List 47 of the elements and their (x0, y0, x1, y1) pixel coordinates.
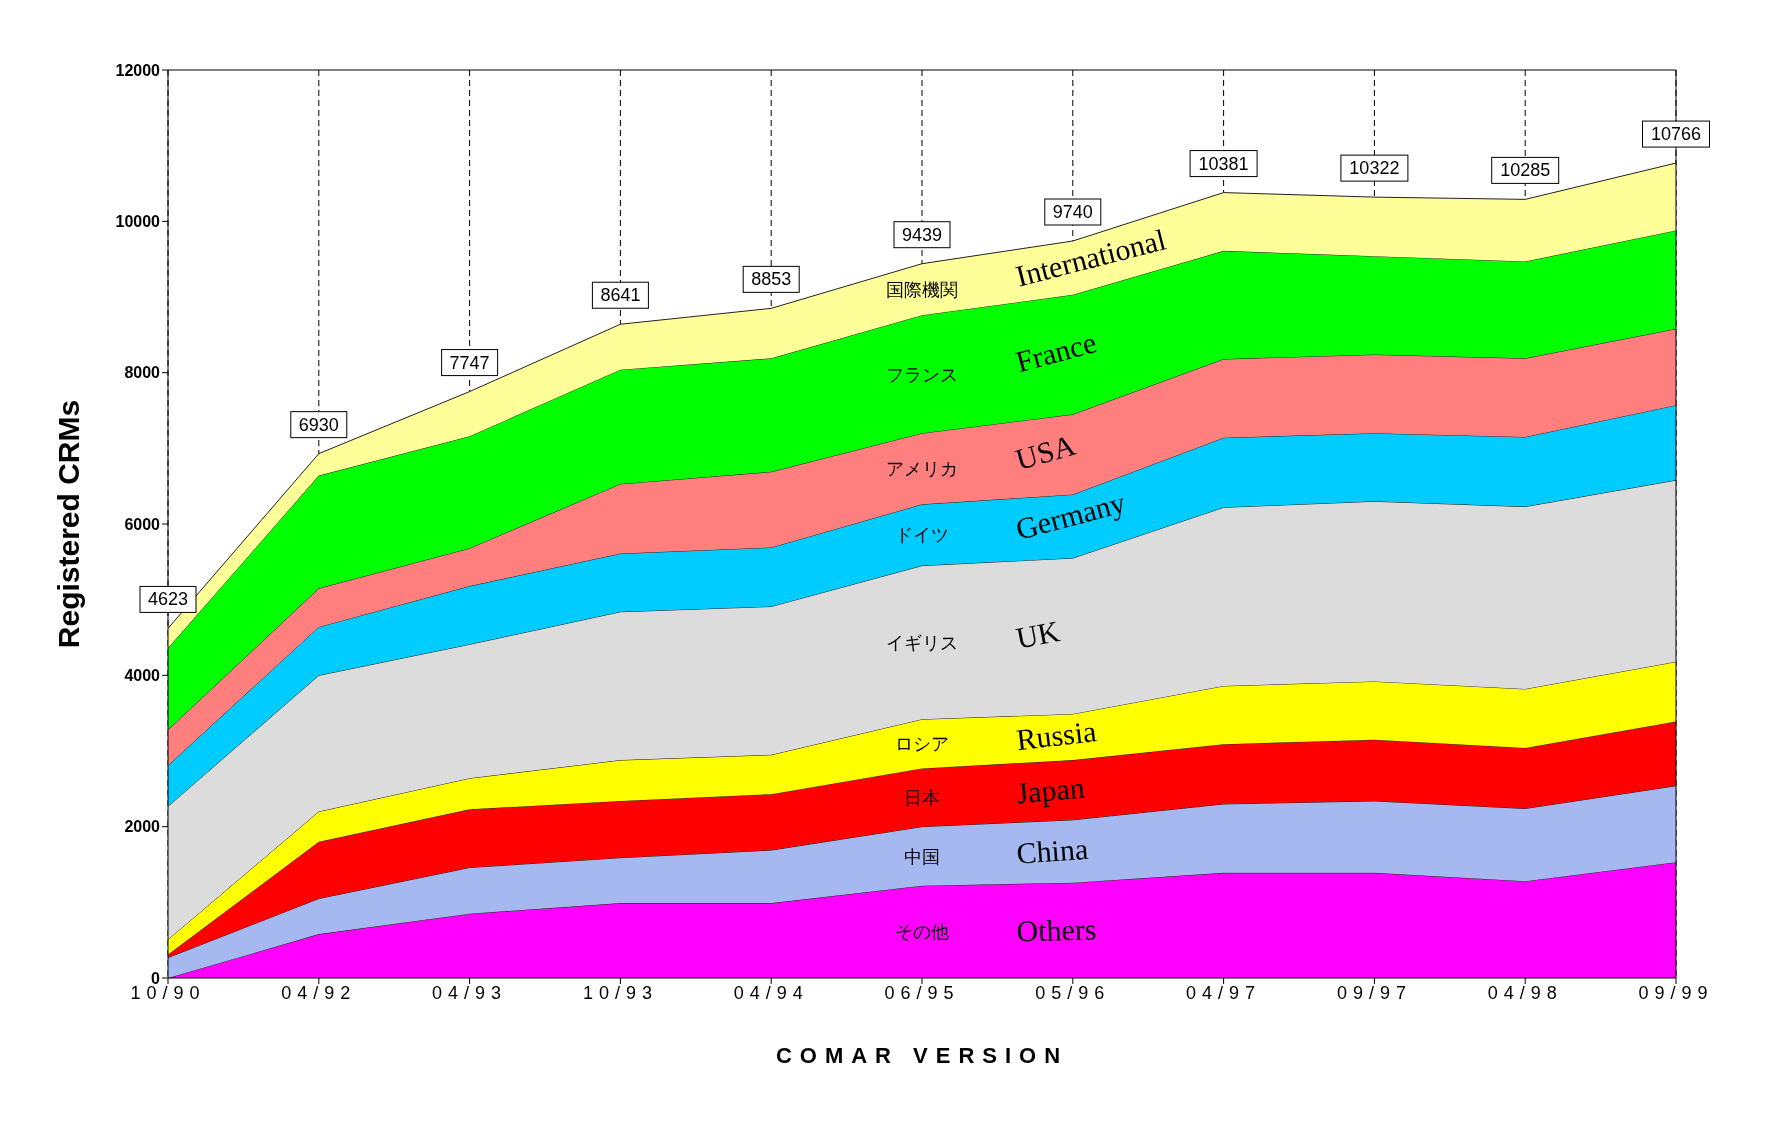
x-tick-label: 04/92 (281, 982, 357, 1003)
annotation: イギリス (886, 632, 958, 653)
annotation: アメリカ (886, 459, 958, 480)
total-label: 9740 (1052, 202, 1093, 223)
x-tick-label: 04/94 (733, 982, 809, 1003)
annotation: その他 (895, 922, 949, 943)
total-label: 8641 (600, 285, 641, 306)
total-label: 10381 (1198, 153, 1249, 174)
series-label: USA (1011, 427, 1080, 476)
y-tick-label: 10000 (115, 213, 161, 231)
series-label: Japan (1015, 770, 1086, 810)
x-tick-label: 04/97 (1186, 982, 1262, 1003)
total-label: 6930 (298, 414, 339, 435)
series-label: France (1012, 325, 1100, 379)
y-tick-label: 2000 (124, 818, 161, 836)
y-tick-label: 4000 (124, 667, 161, 685)
x-tick-label: 04/98 (1487, 982, 1563, 1003)
annotation: 中国 (904, 846, 940, 867)
total-label: 7747 (449, 352, 490, 373)
total-label: 10322 (1349, 158, 1400, 179)
series-label: Russia (1014, 714, 1098, 757)
y-tick-label: 8000 (124, 364, 161, 382)
x-tick-label: 09/99 (1638, 982, 1714, 1003)
y-axis-title: Registered CRMs (51, 399, 85, 649)
annotation: フランス (886, 364, 958, 385)
y-tick-label: 0 (151, 969, 161, 987)
total-label: 4623 (147, 589, 189, 610)
x-tick-label: 04/93 (432, 982, 508, 1003)
series-label: China (1015, 831, 1090, 870)
x-tick-label: 09/97 (1336, 982, 1412, 1003)
x-axis-title: COMAR VERSION (775, 1043, 1069, 1068)
total-label: 8853 (751, 269, 792, 290)
x-tick-label: 06/95 (884, 982, 960, 1003)
annotation: 日本 (904, 787, 940, 808)
y-tick-label: 6000 (124, 515, 161, 533)
annotation: 国際機関 (886, 279, 958, 300)
total-label: 10285 (1500, 160, 1551, 181)
series-label: UK (1013, 614, 1063, 655)
series-label: Others (1016, 912, 1097, 948)
y-tick-label: 12000 (115, 61, 161, 79)
series-label: Germany (1012, 485, 1129, 546)
annotation: ロシア (895, 734, 949, 755)
annotation: ドイツ (895, 525, 949, 546)
total-label: 9439 (901, 224, 943, 245)
total-label: 10766 (1650, 124, 1702, 145)
x-tick-label: 05/96 (1035, 982, 1111, 1003)
x-tick-label: 10/93 (582, 982, 658, 1003)
